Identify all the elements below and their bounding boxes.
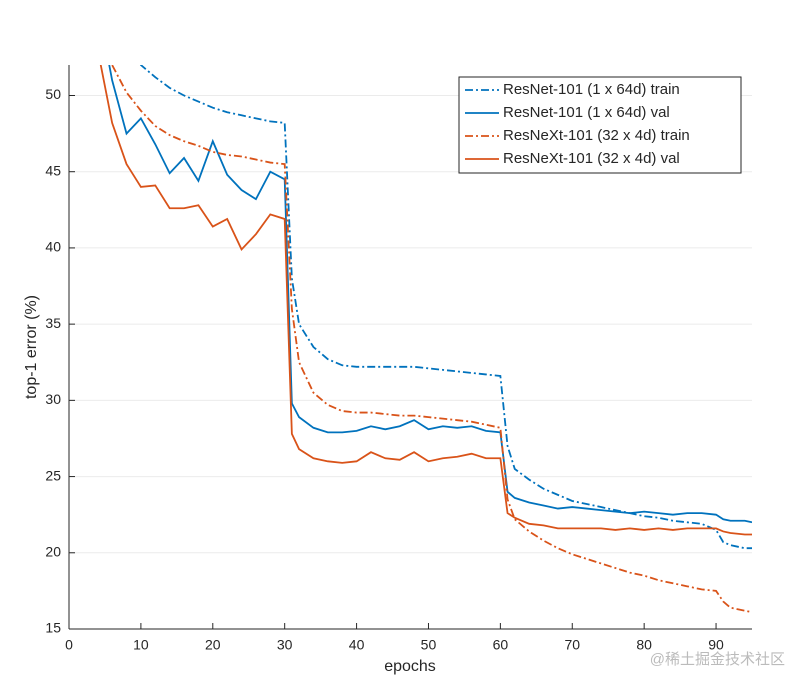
x-tick-label: 20: [205, 637, 221, 653]
legend-label: ResNeXt-101 (32 x 4d) val: [503, 150, 680, 167]
x-tick-label: 0: [65, 637, 73, 653]
series-line: [108, 65, 752, 524]
x-axis-label: epochs: [384, 658, 436, 675]
series-line: [139, 65, 752, 550]
watermark: @稀土掘金技术社区: [650, 651, 785, 668]
x-tick-label: 70: [564, 637, 580, 653]
y-tick-label: 25: [45, 467, 61, 483]
y-tick-label: 15: [45, 620, 61, 636]
legend-label: ResNet-101 (1 x 64d) train: [503, 81, 680, 98]
y-tick-label: 45: [45, 162, 61, 178]
x-tick-label: 60: [493, 637, 509, 653]
y-tick-label: 35: [45, 315, 61, 331]
y-axis-label: top-1 error (%): [23, 295, 40, 399]
x-tick-label: 90: [708, 637, 724, 653]
y-tick-label: 40: [45, 239, 61, 255]
x-tick-label: 30: [277, 637, 293, 653]
legend-label: ResNeXt-101 (32 x 4d) train: [503, 127, 690, 144]
x-tick-label: 80: [636, 637, 652, 653]
legend-label: ResNet-101 (1 x 64d) val: [503, 104, 670, 121]
y-tick-label: 50: [45, 86, 61, 102]
series-line: [99, 65, 752, 536]
legend-box: [458, 76, 742, 174]
x-tick-label: 40: [349, 637, 365, 653]
x-tick-label: 10: [133, 637, 149, 653]
series-line: [111, 65, 752, 614]
x-tick-label: 50: [421, 637, 437, 653]
y-tick-label: 20: [45, 543, 61, 559]
y-tick-label: 30: [45, 391, 61, 407]
plot-area: [99, 65, 752, 614]
